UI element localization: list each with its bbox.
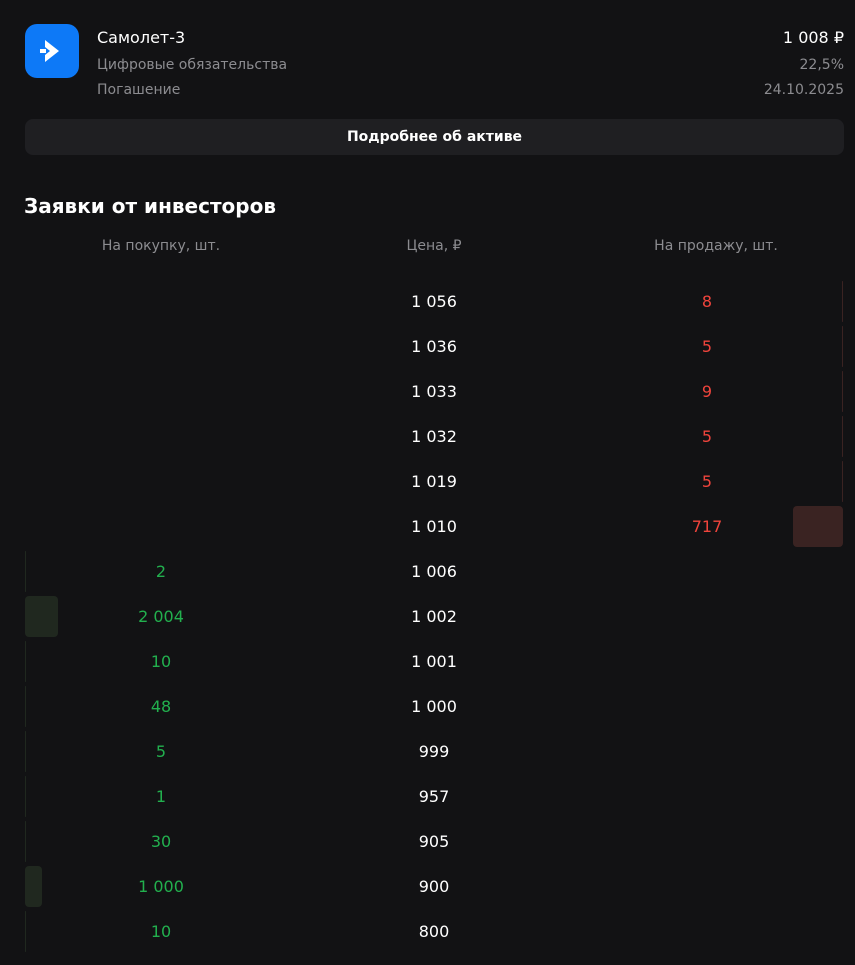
sell-quantity: 717 (691, 517, 723, 536)
orderbook-row[interactable]: 1 957 (0, 774, 855, 819)
sell-quantity (607, 729, 807, 774)
sell-quantity (607, 549, 807, 594)
sell-quantity (607, 639, 807, 684)
sell-depth-bar (842, 326, 843, 367)
buy-quantity (61, 279, 261, 324)
buy-quantity (61, 504, 261, 549)
sell-quantity (607, 594, 807, 639)
buy-depth-bar (25, 596, 58, 637)
sell-depth-bar (842, 371, 843, 412)
orderbook-row[interactable]: 2 004 1 002 (0, 594, 855, 639)
price-column-header: Цена, ₽ (406, 238, 462, 254)
buy-quantity: 48 (150, 697, 172, 716)
maturity-label: Погашение (97, 82, 181, 98)
order-price: 1 000 (411, 697, 457, 716)
buy-depth-bar (25, 551, 26, 592)
sell-column-header: На продажу, шт. (654, 238, 778, 254)
sell-quantity: 5 (701, 472, 713, 491)
buy-depth-bar (25, 911, 26, 952)
order-price: 1 001 (411, 652, 457, 671)
orderbook-row[interactable]: 1 056 8 (0, 279, 855, 324)
buy-quantity: 1 000 (138, 877, 184, 896)
buy-column-header: На покупку, шт. (101, 238, 221, 254)
sell-depth-bar (793, 506, 843, 547)
asset-yield: 22,5% (799, 57, 844, 73)
orderbook-row[interactable]: 1 033 9 (0, 369, 855, 414)
orderbook-row[interactable]: 1 036 5 (0, 324, 855, 369)
buy-depth-bar (25, 641, 26, 682)
sell-quantity (607, 864, 807, 909)
order-price: 800 (418, 922, 450, 941)
sell-depth-bar (842, 461, 843, 502)
order-price: 957 (418, 787, 450, 806)
sell-quantity: 9 (701, 382, 713, 401)
orderbook-title: Заявки от инвесторов (24, 194, 277, 218)
buy-depth-bar (25, 731, 26, 772)
order-price: 1 056 (411, 292, 457, 311)
asset-header: Самолет-3 Цифровые обязательства Погашен… (25, 24, 844, 104)
sell-quantity (607, 684, 807, 729)
sell-quantity: 5 (701, 427, 713, 446)
orderbook-row[interactable]: 10 1 001 (0, 639, 855, 684)
asset-logo (25, 24, 79, 78)
order-price: 1 006 (411, 562, 457, 581)
buy-quantity: 2 004 (138, 607, 184, 626)
buy-quantity: 2 (155, 562, 167, 581)
asset-type: Цифровые обязательства (97, 57, 288, 73)
buy-depth-bar (25, 776, 26, 817)
buy-quantity: 1 (155, 787, 167, 806)
orderbook-row[interactable]: 1 019 5 (0, 459, 855, 504)
sell-quantity (607, 774, 807, 819)
sell-depth-bar (842, 281, 843, 322)
sell-quantity: 5 (701, 337, 713, 356)
buy-quantity (61, 414, 261, 459)
asset-price: 1 008 ₽ (782, 28, 844, 47)
order-price: 999 (418, 742, 450, 761)
order-price: 1 010 (411, 517, 457, 536)
buy-quantity (61, 369, 261, 414)
order-price: 900 (418, 877, 450, 896)
orderbook-row[interactable]: 1 032 5 (0, 414, 855, 459)
sell-quantity: 8 (701, 292, 713, 311)
sell-quantity (607, 819, 807, 864)
buy-depth-bar (25, 866, 42, 907)
chevron-right-icon (40, 40, 59, 62)
buy-quantity: 5 (155, 742, 167, 761)
order-price: 1 002 (411, 607, 457, 626)
asset-details-button[interactable]: Подробнее об активе (25, 119, 844, 155)
order-price: 1 036 (411, 337, 457, 356)
buy-quantity: 30 (150, 832, 172, 851)
orderbook-row[interactable]: 30 905 (0, 819, 855, 864)
buy-quantity: 10 (150, 922, 172, 941)
orderbook-row[interactable]: 5 999 (0, 729, 855, 774)
buy-depth-bar (25, 821, 26, 862)
order-price: 905 (418, 832, 450, 851)
buy-depth-bar (25, 686, 26, 727)
orderbook-row[interactable]: 48 1 000 (0, 684, 855, 729)
orderbook-row[interactable]: 1 010 717 (0, 504, 855, 549)
buy-quantity (61, 324, 261, 369)
order-price: 1 033 (411, 382, 457, 401)
orderbook-row[interactable]: 2 1 006 (0, 549, 855, 594)
orderbook: 1 056 8 1 036 5 1 033 9 1 032 5 1 019 5 1 010 717 2 1… (0, 279, 855, 954)
buy-quantity: 10 (150, 652, 172, 671)
sell-quantity (607, 909, 807, 954)
orderbook-row[interactable]: 10 800 (0, 909, 855, 954)
asset-name: Самолет-3 (97, 28, 186, 47)
maturity-date: 24.10.2025 (763, 82, 844, 98)
sell-depth-bar (842, 416, 843, 457)
order-price: 1 019 (411, 472, 457, 491)
order-price: 1 032 (411, 427, 457, 446)
orderbook-row[interactable]: 1 000 900 (0, 864, 855, 909)
buy-quantity (61, 459, 261, 504)
